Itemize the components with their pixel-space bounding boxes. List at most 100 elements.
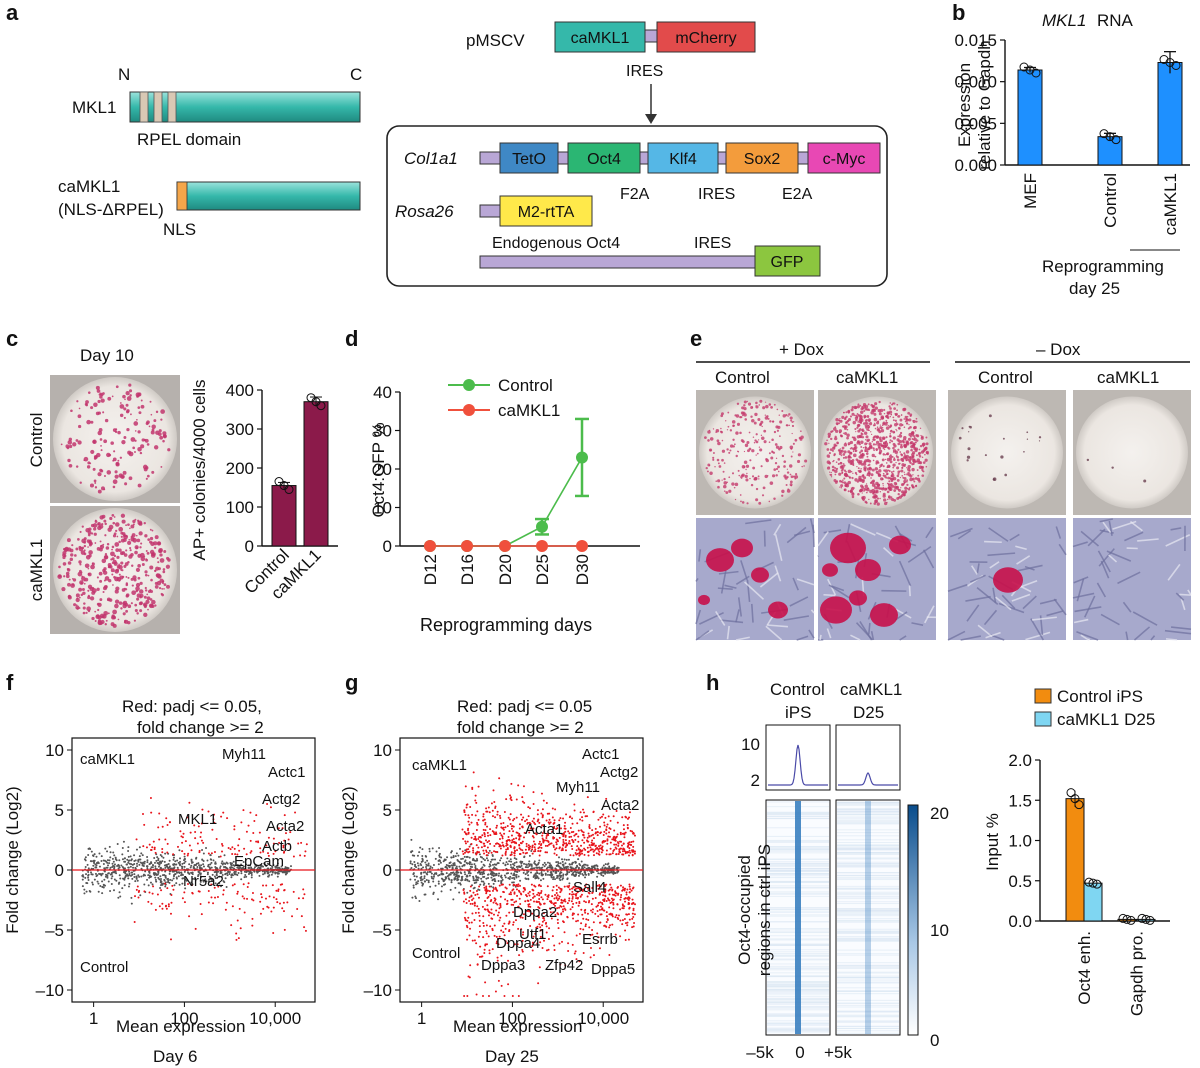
e-colony-dot (887, 476, 890, 480)
chartG-gray-point (596, 867, 599, 870)
colony-dot (72, 578, 77, 582)
colony-dot (136, 612, 139, 615)
chartG-gray-point (494, 858, 497, 861)
colony-dot (108, 453, 112, 457)
chartG-red-point (469, 805, 472, 808)
e-colony-dot (864, 442, 868, 446)
chartF-gray-point (165, 865, 168, 868)
chartG-red-point (483, 852, 486, 855)
chartF-gray-point (188, 872, 191, 875)
e-colony-dot (861, 456, 864, 459)
chartG-red-point (465, 902, 468, 905)
chartG-red-point (487, 935, 490, 938)
chartF-gray-point (268, 874, 271, 877)
chartG-red-point (577, 904, 580, 907)
e-colony-dot (840, 487, 843, 489)
chartF-gray-point (112, 864, 115, 867)
e-cell-stroke (817, 531, 829, 547)
e-colony-dot (770, 456, 774, 460)
e-colony-dot (717, 485, 720, 489)
colony-dot (134, 439, 137, 442)
chartG-gray-point (413, 875, 416, 878)
chartF-gray-point (105, 873, 108, 876)
e-colony-dot (739, 431, 742, 435)
chartG-red-point (625, 893, 628, 896)
colony-dot (149, 604, 153, 607)
chartF-gray-point (145, 865, 148, 868)
e-col-control-1: Control (715, 368, 770, 387)
f-bottom-label: Control (80, 959, 128, 976)
colony-dot (163, 549, 167, 553)
mkl1-bar (129, 91, 361, 123)
e-colony-dot (748, 431, 751, 434)
colony-dot (137, 576, 141, 580)
colony-dot (146, 443, 150, 446)
e-colony-dot (773, 497, 776, 501)
chartF-gray-point (92, 859, 95, 862)
chartG-gray-point (427, 862, 430, 865)
chartF-gray-point (230, 862, 233, 865)
e-colony-dot (886, 472, 889, 476)
e-colony-dot (885, 436, 888, 439)
e-cell-stroke (1100, 560, 1110, 579)
e-colony-dot (738, 474, 741, 477)
chartF-gray-point (90, 873, 93, 876)
e-colony-dot (906, 467, 908, 469)
chartG-red-point (512, 923, 515, 926)
e-colony-dot (870, 473, 874, 477)
colony-dot (162, 431, 167, 436)
chartG-red-point (474, 911, 477, 914)
chartF-gray-point (250, 866, 253, 869)
chartG-red-point (616, 833, 619, 836)
chartG-red-point (466, 829, 469, 832)
chartG-gray-point (562, 864, 565, 867)
chartG-gray-point (550, 876, 553, 879)
chartG-red-point (569, 908, 572, 911)
e-colony-dot (795, 472, 798, 476)
camkl1-bar (176, 181, 361, 211)
d-ytick-label-4: 40 (373, 383, 392, 402)
e-colony-dot (834, 473, 837, 476)
chartF-gene-6: EpCam (234, 853, 284, 870)
chartG-gray-point (448, 878, 451, 881)
e-colony-dot (840, 462, 842, 464)
e-colony-dot (727, 425, 730, 428)
chartG-red-point (615, 914, 618, 917)
chartG-gray-point (434, 884, 437, 887)
e-colony-dot (864, 484, 868, 489)
e-colony-dot (759, 399, 763, 403)
e-colony-dot (792, 421, 795, 423)
e-colony-dot (893, 458, 896, 462)
chartF-gray-point (115, 879, 118, 882)
chartF-gray-point (139, 861, 142, 864)
colony-dot (114, 430, 118, 434)
e-colony-dot (910, 440, 914, 445)
e-colony-dot (853, 437, 857, 442)
chartG-gray-point (413, 854, 416, 857)
d-ytick-label-1: 10 (373, 499, 392, 518)
e-cell-stroke (745, 519, 772, 525)
e-colony-dot (775, 425, 779, 429)
chartF-red-point (242, 809, 245, 812)
colony-dot (90, 420, 94, 424)
e-cell-stroke (970, 565, 978, 575)
chartF-ytick-label-0: 10 (45, 741, 64, 760)
chartF-gray-point (123, 857, 126, 860)
chartG-red-point (575, 920, 578, 923)
chartG-red-point (521, 796, 524, 799)
d-ytick-label-3: 30 (373, 422, 392, 441)
chartG-gray-point (610, 870, 613, 873)
e-colony-dot (866, 474, 868, 476)
chartF-red-point (148, 891, 151, 894)
f-xlabel: Mean expression (116, 1017, 245, 1036)
chartF-gray-point (128, 874, 131, 877)
chartF-gray-point (209, 854, 212, 857)
chartG-gray-point (530, 863, 533, 866)
e-colony-dot (788, 464, 793, 468)
chartF-gray-point (202, 859, 205, 862)
e-colony-dot (843, 481, 847, 485)
chartF-red-point (216, 896, 219, 899)
colony-dot (134, 430, 137, 432)
e-colony-dot (900, 453, 904, 457)
e-colony-blob-0-3 (768, 601, 788, 619)
